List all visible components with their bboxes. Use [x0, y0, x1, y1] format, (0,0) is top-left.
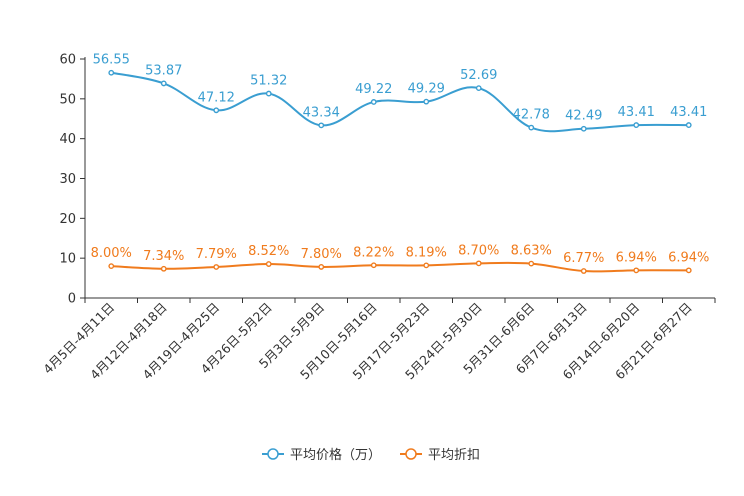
data-label: 8.70% — [458, 243, 499, 258]
legend-label: 平均折扣 — [428, 448, 480, 463]
data-label: 43.41 — [670, 105, 707, 120]
y-tick-label: 0 — [68, 292, 76, 307]
data-label: 56.55 — [93, 53, 130, 68]
data-point — [633, 122, 640, 128]
legend-label: 平均价格（万） — [290, 447, 381, 463]
data-point — [423, 98, 430, 105]
data-label: 43.34 — [303, 105, 340, 120]
data-label: 8.00% — [91, 246, 132, 261]
data-point — [528, 124, 535, 131]
data-label: 8.52% — [248, 244, 289, 259]
legend-item-avg-discount[interactable]: 平均折扣 — [400, 448, 480, 463]
data-point — [580, 268, 587, 274]
data-point — [475, 85, 482, 92]
data-label: 42.49 — [565, 109, 602, 124]
data-point — [370, 99, 377, 105]
legend-marker-icon — [405, 448, 417, 460]
data-label: 8.22% — [353, 245, 394, 260]
data-label: 52.69 — [460, 68, 497, 83]
legend[interactable]: 平均价格（万） 平均折扣 — [262, 447, 480, 463]
data-point — [108, 263, 115, 270]
y-tick-label: 60 — [59, 53, 76, 68]
data-point — [160, 265, 167, 272]
data-point — [685, 267, 692, 274]
data-point — [580, 125, 587, 132]
series-avg-discount: 8.00% 7.34% 7.79% 8.52% 7.80% 8.22% 8.19% 8.70%… — [91, 243, 709, 274]
data-label: 7.79% — [196, 247, 237, 262]
data-label: 6.94% — [668, 250, 709, 265]
data-point — [265, 261, 272, 267]
data-label: 43.41 — [618, 105, 655, 120]
legend-item-avg-price[interactable]: 平均价格（万） — [262, 447, 381, 463]
data-point — [475, 260, 482, 267]
data-point — [370, 262, 377, 269]
legend-marker-icon — [267, 448, 279, 460]
data-point — [318, 122, 325, 129]
y-axis-ticks: 0 10 20 30 40 50 60 — [59, 53, 85, 307]
data-label: 47.12 — [198, 90, 235, 105]
data-point — [685, 122, 692, 128]
data-label: 7.34% — [143, 249, 184, 264]
data-point — [160, 80, 167, 87]
data-label: 53.87 — [145, 63, 182, 78]
data-label: 6.77% — [563, 251, 604, 266]
data-label: 8.63% — [511, 244, 552, 259]
y-tick-label: 40 — [59, 132, 76, 147]
x-axis-ticks: 4月5日-4月11日4月12日-4月18日4月19日-4月25日4月26日-5月… — [40, 298, 716, 382]
series-line — [111, 261, 689, 273]
data-point — [528, 260, 535, 267]
data-label: 49.22 — [355, 82, 392, 97]
y-tick-label: 10 — [59, 252, 76, 267]
data-point — [318, 264, 325, 270]
data-label: 7.80% — [301, 247, 342, 262]
data-label: 8.19% — [406, 245, 447, 260]
data-point — [265, 90, 272, 97]
data-point — [633, 267, 640, 274]
data-label: 49.29 — [408, 82, 445, 97]
data-label: 6.94% — [616, 250, 657, 265]
series-avg-price: 56.55 53.87 47.12 51.32 43.34 49.22 49.29 52.69… — [93, 53, 707, 133]
y-tick-label: 50 — [59, 92, 76, 107]
y-tick-label: 20 — [59, 212, 76, 227]
data-label: 42.78 — [513, 108, 550, 123]
data-point — [213, 107, 220, 114]
data-point — [213, 264, 220, 270]
data-label: 51.32 — [250, 74, 287, 89]
series-group: 56.55 53.87 47.12 51.32 43.34 49.22 49.29 52.69… — [91, 53, 709, 274]
data-point — [108, 69, 115, 76]
data-point — [423, 262, 430, 269]
y-tick-label: 30 — [59, 172, 76, 187]
